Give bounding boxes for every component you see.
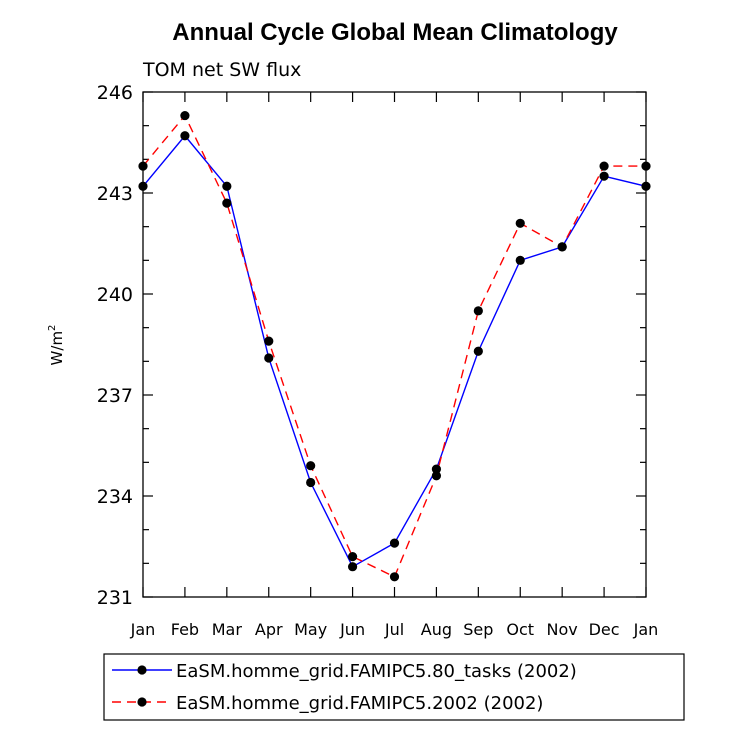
x-tick-labels: Jan Feb Mar Apr May Jun Jul Aug Sep Oct Nov Dec Jan bbox=[130, 620, 659, 639]
series-1-point bbox=[138, 181, 148, 191]
series-1-point bbox=[515, 255, 525, 265]
x-tick-label: May bbox=[294, 620, 327, 639]
series-1-point bbox=[347, 562, 358, 572]
series-lines bbox=[142, 114, 647, 578]
legend: EaSM.homme_grid.FAMIPC5.80_tasks (2002) E… bbox=[112, 661, 577, 714]
x-tick-label: Jan bbox=[130, 620, 156, 639]
series-line-2 bbox=[142, 114, 646, 578]
x-tick-label: Sep bbox=[463, 620, 493, 639]
series-2-point bbox=[641, 161, 651, 171]
x-tick-label: Nov bbox=[547, 620, 578, 639]
x-tick-label: Dec bbox=[589, 620, 620, 639]
y-tick-label: 243 bbox=[97, 183, 133, 205]
y-axis-label: W/m2 bbox=[47, 325, 66, 366]
x-tick-label: Oct bbox=[506, 620, 534, 639]
series-1-point bbox=[599, 171, 609, 181]
series-1-point bbox=[389, 538, 400, 548]
y-axis-label-text: W/m bbox=[48, 331, 66, 366]
y-tick-label: 240 bbox=[97, 284, 133, 306]
y-tick-label: 234 bbox=[97, 486, 133, 508]
svg-text:W/m2: W/m2 bbox=[47, 325, 66, 366]
x-tick-label: Jan bbox=[633, 620, 659, 639]
series-1-point bbox=[180, 131, 190, 141]
legend-label-2: EaSM.homme_grid.FAMIPC5.2002 (2002) bbox=[176, 693, 543, 714]
series-1-point bbox=[431, 464, 442, 474]
series-2-point bbox=[180, 110, 190, 121]
axis-ticks bbox=[142, 91, 647, 598]
x-tick-label: Mar bbox=[212, 620, 243, 639]
series-2-point bbox=[557, 242, 567, 252]
y-tick-labels: 231 234 237 240 243 246 bbox=[97, 82, 133, 609]
series-2-point bbox=[222, 198, 232, 208]
series-2-point bbox=[389, 572, 400, 582]
legend-marker-1 bbox=[137, 665, 147, 675]
legend-label-1: EaSM.homme_grid.FAMIPC5.80_tasks (2002) bbox=[176, 661, 577, 682]
plot-frame bbox=[142, 91, 647, 598]
series-1-point bbox=[473, 346, 483, 356]
series-1-point bbox=[264, 353, 274, 363]
y-axis-label-superscript: 2 bbox=[47, 325, 58, 331]
series-1-point bbox=[641, 181, 651, 191]
series-2-point bbox=[264, 336, 274, 346]
y-tick-label: 231 bbox=[97, 587, 133, 609]
x-tick-label: Jun bbox=[339, 620, 365, 639]
y-tick-label: 237 bbox=[97, 385, 133, 407]
series-2-point bbox=[347, 552, 358, 562]
x-tick-label: Apr bbox=[255, 620, 283, 639]
x-tick-label: Aug bbox=[421, 620, 452, 639]
x-tick-label: Jul bbox=[384, 620, 404, 639]
legend-marker-2 bbox=[137, 697, 147, 707]
series-2-point bbox=[306, 461, 316, 471]
y-tick-label: 246 bbox=[97, 82, 133, 104]
legend-box bbox=[103, 653, 685, 721]
series-2-point bbox=[473, 306, 483, 316]
x-tick-label: Feb bbox=[171, 620, 199, 639]
chart-subtitle: TOM net SW flux bbox=[142, 59, 301, 81]
series-markers bbox=[138, 110, 651, 582]
chart-title: Annual Cycle Global Mean Climatology bbox=[172, 19, 618, 46]
series-1-point bbox=[222, 181, 232, 191]
series-2-point bbox=[431, 471, 442, 481]
series-2-point bbox=[515, 218, 525, 228]
series-2-point bbox=[599, 161, 609, 171]
series-line-1 bbox=[142, 134, 647, 568]
series-2-point bbox=[138, 161, 148, 171]
series-1-point bbox=[306, 477, 316, 488]
